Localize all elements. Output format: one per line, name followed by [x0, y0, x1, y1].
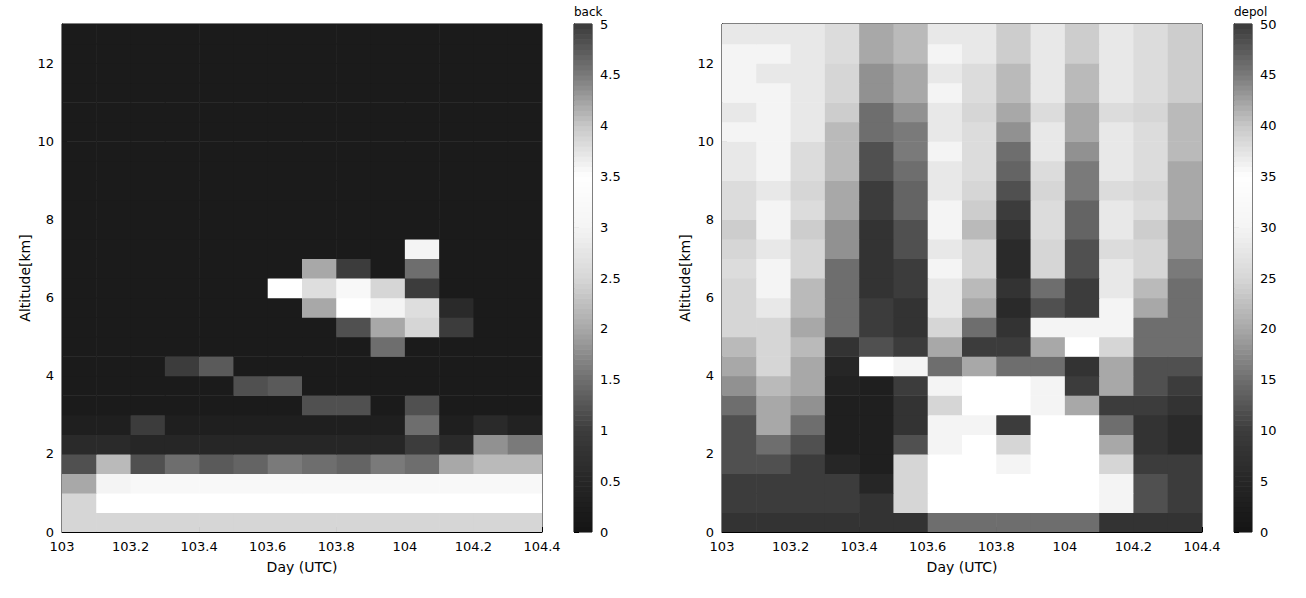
svg-text:104: 104: [1052, 539, 1077, 554]
svg-text:103: 103: [710, 539, 735, 554]
svg-text:2.5: 2.5: [600, 271, 621, 286]
svg-text:10: 10: [697, 134, 714, 149]
svg-text:0: 0: [1260, 525, 1268, 540]
svg-text:0: 0: [706, 525, 714, 540]
svg-text:5: 5: [1260, 474, 1268, 489]
svg-text:4: 4: [706, 368, 714, 383]
svg-text:Day (UTC): Day (UTC): [267, 559, 338, 575]
svg-text:104.4: 104.4: [523, 539, 560, 554]
svg-text:103.2: 103.2: [772, 539, 809, 554]
svg-text:3: 3: [600, 220, 608, 235]
svg-text:103.4: 103.4: [841, 539, 878, 554]
svg-text:104.2: 104.2: [1115, 539, 1152, 554]
svg-text:back: back: [574, 5, 603, 19]
svg-text:103: 103: [50, 539, 75, 554]
svg-text:6: 6: [46, 290, 54, 305]
svg-text:45: 45: [1260, 67, 1277, 82]
svg-text:10: 10: [37, 134, 54, 149]
svg-text:0: 0: [46, 525, 54, 540]
svg-text:35: 35: [1260, 169, 1277, 184]
svg-text:depol: depol: [1234, 4, 1268, 19]
svg-text:25: 25: [1260, 271, 1277, 286]
svg-text:103.6: 103.6: [909, 539, 946, 554]
svg-text:6: 6: [706, 290, 714, 305]
svg-text:Day (UTC): Day (UTC): [927, 559, 998, 575]
svg-text:5: 5: [600, 17, 608, 32]
svg-text:103.2: 103.2: [112, 539, 149, 554]
svg-text:4: 4: [46, 368, 54, 383]
svg-text:0.5: 0.5: [600, 474, 621, 489]
svg-text:104: 104: [392, 539, 417, 554]
svg-text:2: 2: [706, 446, 714, 461]
svg-text:103.8: 103.8: [318, 539, 355, 554]
svg-text:12: 12: [37, 56, 54, 71]
svg-text:Altitude[km]: Altitude[km]: [677, 234, 693, 321]
svg-text:10: 10: [1260, 423, 1277, 438]
svg-text:103.4: 103.4: [181, 539, 218, 554]
svg-text:8: 8: [46, 212, 54, 227]
svg-text:30: 30: [1260, 220, 1277, 235]
svg-text:0: 0: [600, 525, 608, 540]
svg-text:8: 8: [706, 212, 714, 227]
svg-text:3.5: 3.5: [600, 169, 621, 184]
svg-text:20: 20: [1260, 321, 1277, 336]
svg-text:4: 4: [600, 118, 608, 133]
svg-text:103.8: 103.8: [978, 539, 1015, 554]
svg-text:104.2: 104.2: [455, 539, 492, 554]
svg-text:103.6: 103.6: [249, 539, 286, 554]
svg-text:12: 12: [697, 56, 714, 71]
svg-text:40: 40: [1260, 118, 1277, 133]
svg-text:1.5: 1.5: [600, 372, 621, 387]
svg-text:50: 50: [1260, 17, 1277, 32]
svg-text:1: 1: [600, 423, 608, 438]
svg-text:104.4: 104.4: [1183, 539, 1220, 554]
svg-text:2: 2: [600, 321, 608, 336]
svg-text:4.5: 4.5: [600, 67, 621, 82]
svg-text:15: 15: [1260, 372, 1277, 387]
svg-text:2: 2: [46, 446, 54, 461]
svg-text:Altitude[km]: Altitude[km]: [17, 234, 33, 321]
